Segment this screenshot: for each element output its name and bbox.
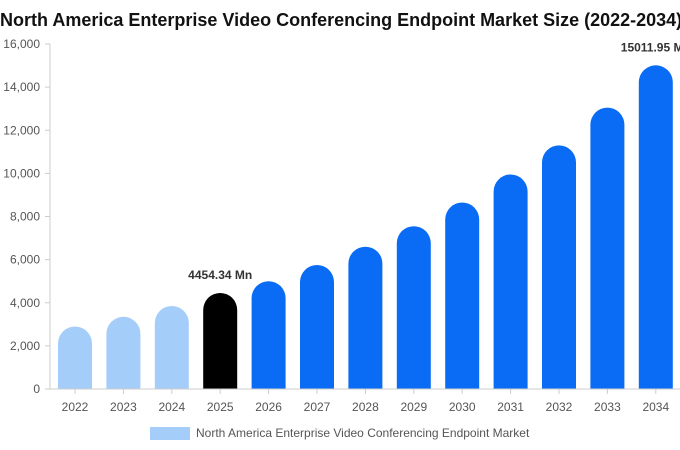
data-label: 15011.95 Mn — [621, 40, 680, 54]
x-tick-label: 2032 — [546, 400, 573, 414]
bar-2032 — [542, 145, 576, 389]
x-tick-label: 2027 — [304, 400, 331, 414]
bar-2022 — [58, 326, 92, 389]
y-tick-label: 0 — [33, 382, 40, 396]
x-tick-label: 2034 — [642, 400, 669, 414]
bar-2024 — [154, 305, 189, 389]
x-tick-label: 2029 — [400, 400, 427, 414]
bar-2023 — [106, 316, 141, 389]
x-tick-label: 2023 — [110, 400, 137, 414]
bars — [58, 65, 673, 390]
bar-2030 — [445, 202, 480, 389]
y-tick-label: 8,000 — [10, 210, 40, 224]
x-axis: 2022 2023 2024 2025 2026 2027 2028 2029 2030 2031… — [50, 388, 680, 414]
bar-2031 — [493, 174, 528, 389]
y-tick-label: 14,000 — [3, 80, 40, 94]
x-tick-label: 2030 — [449, 400, 476, 414]
y-tick-label: 6,000 — [10, 253, 40, 267]
bar-2027 — [300, 265, 334, 389]
y-tick-label: 16,000 — [3, 37, 40, 51]
chart-title: North America Enterprise Video Conferenc… — [0, 10, 680, 30]
y-tick-label: 12,000 — [3, 123, 40, 137]
bar-2029 — [396, 226, 431, 389]
bar-2034 — [638, 65, 673, 390]
legend-swatch — [150, 426, 190, 440]
legend-label: North America Enterprise Video Conferenc… — [196, 426, 530, 440]
x-tick-label: 2025 — [207, 400, 234, 414]
x-tick-label: 2031 — [497, 400, 524, 414]
y-tick-label: 4,000 — [10, 296, 40, 310]
y-axis: 0 2,000 4,000 6,000 8,000 10,000 12,000 14,000 1… — [3, 37, 51, 396]
x-tick-label: 2033 — [594, 400, 621, 414]
x-tick-label: 2022 — [62, 400, 89, 414]
data-labels: 4454.34 Mn 15011.95 Mn — [188, 40, 680, 282]
y-tick-label: 10,000 — [3, 166, 40, 180]
bar-2028 — [348, 246, 383, 389]
x-tick-label: 2024 — [158, 400, 185, 414]
x-tick-label: 2026 — [255, 400, 282, 414]
y-tick-label: 2,000 — [10, 339, 40, 353]
bar-2033 — [590, 107, 625, 389]
data-label: 4454.34 Mn — [188, 268, 252, 282]
x-tick-label: 2028 — [352, 400, 379, 414]
bar-2025 — [203, 292, 238, 389]
legend: North America Enterprise Video Conferenc… — [150, 426, 529, 440]
bar-2026 — [251, 281, 286, 389]
